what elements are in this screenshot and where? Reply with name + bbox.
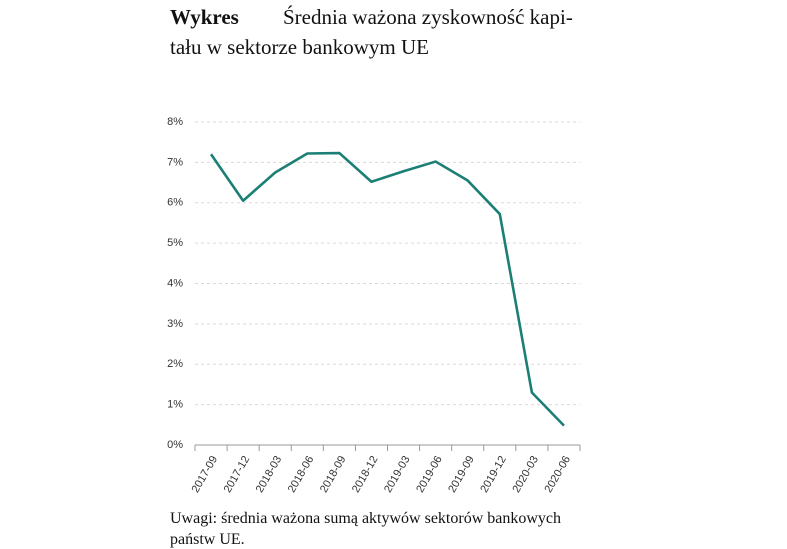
- x-tick-label: 2017-09: [190, 454, 221, 495]
- title-label: Wykres: [170, 5, 239, 29]
- y-tick-label: 1%: [167, 399, 183, 411]
- x-tick-label: 2019-03: [382, 454, 413, 495]
- y-tick-label: 8%: [167, 116, 183, 128]
- x-tick-label: 2020-06: [542, 454, 573, 495]
- x-tick-label: 2019-06: [414, 454, 445, 495]
- x-tick-label: 2018-03: [254, 454, 285, 495]
- y-tick-label: 5%: [167, 237, 183, 249]
- x-tick-label: 2020-03: [510, 454, 541, 495]
- x-tick-label: 2019-12: [478, 454, 509, 495]
- y-tick-label: 7%: [167, 156, 183, 168]
- x-tick-label: 2018-12: [350, 454, 381, 495]
- x-tick-label: 2019-09: [446, 454, 477, 495]
- line: [209, 151, 565, 427]
- y-tick-label: 4%: [167, 277, 183, 289]
- y-tick-label: 6%: [167, 197, 183, 209]
- y-tick-label: 2%: [167, 358, 183, 370]
- chart-title: tału w sektorze bankowym UE: [170, 35, 429, 59]
- note: państw UE.: [170, 531, 245, 548]
- chart-title: Średnia ważona zyskowność kapi-: [283, 5, 573, 29]
- x-tick-label: 2018-09: [318, 454, 349, 495]
- y-tick-label: 3%: [167, 318, 183, 330]
- note: Uwagi: średnia ważona sumą aktywów sekto…: [170, 510, 561, 527]
- x-tick-label: 2017-12: [222, 454, 253, 495]
- x-tick-label: 2018-06: [286, 454, 317, 495]
- y-tick-label: 0%: [167, 439, 183, 451]
